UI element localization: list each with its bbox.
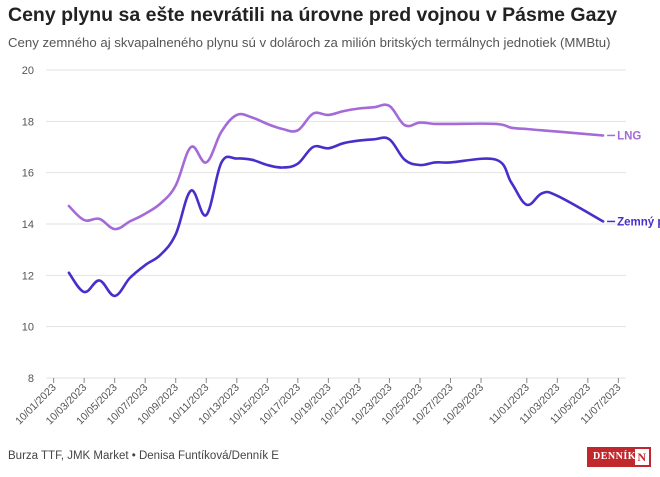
logo-mark: N [635, 449, 649, 465]
x-axis: 10/01/202310/03/202310/05/202310/07/2023… [13, 378, 624, 427]
chart-subtitle: Ceny zemného aj skvapalneného plynu sú v… [8, 35, 611, 50]
chart-title: Ceny plynu sa ešte nevrátili na úrovne p… [8, 4, 618, 26]
publisher-logo: DENNÍK N [587, 447, 651, 467]
y-tick-label: 14 [22, 219, 34, 231]
logo-text: DENNÍK [593, 451, 637, 462]
series-labels: LNG Zemný plyn [607, 130, 660, 228]
series-line-lng [67, 103, 605, 231]
y-axis: 8 10 12 14 16 18 20 [22, 65, 34, 385]
y-tick-label: 20 [22, 65, 34, 77]
y-tick-label: 18 [22, 116, 34, 128]
series-label: Zemný plyn [617, 216, 660, 228]
source-footer: Burza TTF, JMK Market • Denisa Funtíková… [8, 450, 279, 462]
series-label: LNG [617, 130, 641, 142]
y-tick-label: 10 [22, 322, 34, 334]
series-lines [67, 103, 605, 298]
y-tick-label: 12 [22, 270, 34, 282]
series-line-natural-gas [67, 136, 605, 298]
y-tick-label: 16 [22, 168, 34, 180]
y-tick-label: 8 [28, 373, 34, 385]
gridlines [46, 69, 626, 379]
